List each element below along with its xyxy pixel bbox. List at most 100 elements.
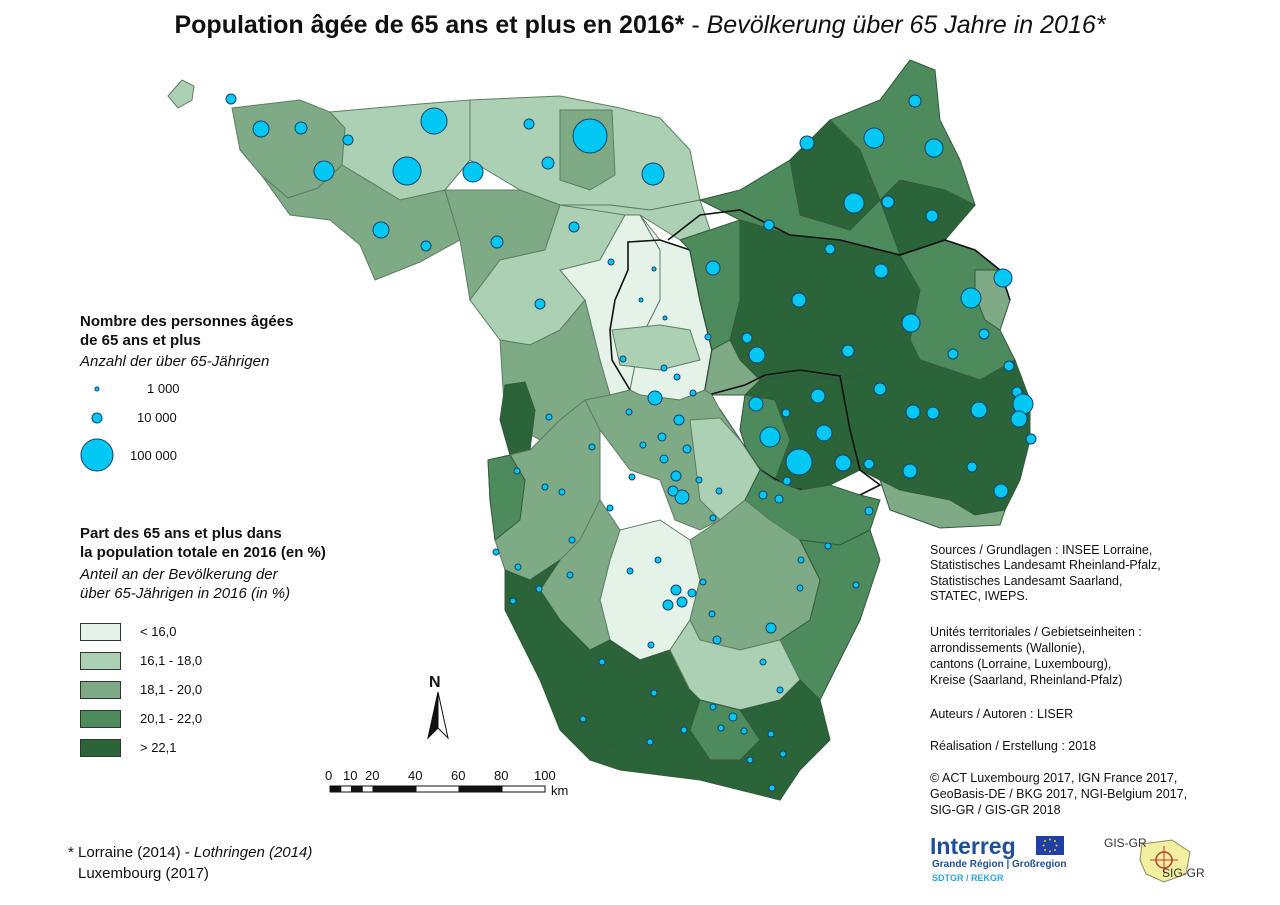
bubble — [834, 454, 852, 472]
bubble — [667, 485, 679, 497]
legend-bubble-1000 — [94, 386, 100, 392]
scale-tick-label: 80 — [494, 768, 509, 783]
wallonie-islet — [167, 79, 195, 109]
bubble — [392, 156, 422, 186]
bubble — [765, 622, 777, 634]
legend-bubbles — [80, 386, 114, 472]
bubble — [824, 243, 836, 255]
bubble — [779, 750, 787, 758]
rlp-pfalz — [839, 339, 1031, 516]
north-arrow-icon — [427, 691, 449, 740]
bubble — [294, 121, 308, 135]
bubble — [810, 388, 826, 404]
bubble — [759, 426, 781, 448]
bubble — [572, 118, 608, 154]
scale-tick-label: 100 — [534, 768, 556, 783]
bubble — [1003, 360, 1015, 372]
info-sources-1: Sources / Grundlagen : INSEE Lorraine, — [930, 543, 1153, 557]
bubble — [782, 476, 792, 486]
scale-segment — [361, 785, 374, 793]
bubble — [641, 162, 665, 186]
bubble — [252, 120, 270, 138]
bubble — [534, 298, 546, 310]
bubble — [881, 195, 895, 209]
bubbles — [225, 93, 1037, 792]
bubble — [650, 689, 658, 697]
info-sources-4: STATEC, IWEPS. — [930, 589, 1029, 603]
bubble — [902, 463, 918, 479]
bubble — [625, 408, 633, 416]
bubble — [490, 235, 504, 249]
bubble — [1010, 410, 1028, 428]
bubble — [901, 313, 921, 333]
luxembourg-north — [611, 324, 701, 371]
bubble — [978, 328, 990, 340]
legend-bubble-label-1000: 1 000 — [147, 381, 180, 396]
bubble — [568, 536, 576, 544]
bubble — [799, 135, 815, 151]
lorraine-sarrebourg — [779, 529, 881, 701]
bubble — [342, 134, 354, 146]
bubble — [687, 588, 697, 598]
info-units-4: Kreise (Saarland, Rheinland-Pfalz) — [930, 673, 1123, 687]
bubble — [514, 563, 522, 571]
bubble — [626, 567, 634, 575]
bubble — [709, 514, 717, 522]
scale-tick-label: 0 — [325, 768, 333, 783]
bubble — [689, 389, 697, 397]
bubble — [654, 556, 662, 564]
bubble — [741, 332, 753, 344]
legend-classes-subtitle-1: Anteil an der Bevölkerung der — [80, 566, 278, 583]
legend-swatch-gt22 — [80, 739, 121, 757]
interreg-line3: SDTGR / REKGR — [932, 873, 1004, 883]
bubble — [815, 424, 833, 442]
bubble — [420, 107, 448, 135]
legend-class-label: 18,1 - 20,0 — [140, 682, 203, 697]
bubble — [662, 599, 674, 611]
info-sources-3: Statistisches Landesamt Saarland, — [930, 574, 1123, 588]
bubble — [704, 333, 712, 341]
bubble — [225, 93, 237, 105]
bubble — [535, 585, 543, 593]
footnote-line-1: * Lorraine (2014) - Lothringen (2014) — [68, 843, 312, 862]
info-authors: Auteurs / Autoren : LISER — [930, 707, 1074, 721]
scale-segment — [351, 785, 363, 793]
bubble — [717, 724, 725, 732]
legend-classes-title-1: Part des 65 ans et plus dans — [80, 525, 282, 542]
bubble — [824, 542, 832, 550]
bubble — [924, 138, 944, 158]
bubble — [673, 373, 681, 381]
bubble — [647, 390, 663, 406]
bubble — [841, 344, 855, 358]
bubble — [709, 703, 717, 711]
scale-tick-label: 10 — [343, 768, 358, 783]
info-units-1: Unités territoriales / Gebietseinheiten … — [930, 625, 1142, 639]
bubble — [791, 292, 807, 308]
scale-segment — [501, 785, 546, 793]
bubble — [748, 346, 766, 364]
interreg-line2: Grande Région | Großregion — [932, 859, 1067, 870]
legend-bubble-100000 — [80, 438, 114, 472]
footnote-fr: * Lorraine (2014) - — [68, 844, 194, 861]
bubble — [705, 260, 721, 276]
bubble — [758, 490, 768, 500]
bubble — [960, 287, 982, 309]
bubble — [863, 127, 885, 149]
bubble — [628, 473, 636, 481]
info-units-2: arrondissements (Wallonie), — [930, 641, 1086, 655]
bubble — [462, 161, 484, 183]
bubble — [558, 488, 566, 496]
bubble — [545, 413, 553, 421]
scale-segment — [340, 785, 352, 793]
region-rheinland-pfalz — [679, 59, 1031, 529]
gis-label-top: GIS-GR — [1104, 836, 1147, 850]
title-fr: Population âgée de 65 ans et plus en 201… — [174, 11, 685, 39]
bubble — [926, 406, 940, 420]
lorraine-epinal — [689, 699, 761, 761]
footnote-de: Lothringen (2014) — [193, 844, 313, 861]
bubble — [993, 483, 1009, 499]
legend-class-label: 16,1 - 18,0 — [140, 653, 203, 668]
legend-bubbles-title-2: de 65 ans et plus — [80, 332, 201, 349]
scale-segment — [415, 785, 460, 793]
title-separator: - — [684, 11, 707, 39]
